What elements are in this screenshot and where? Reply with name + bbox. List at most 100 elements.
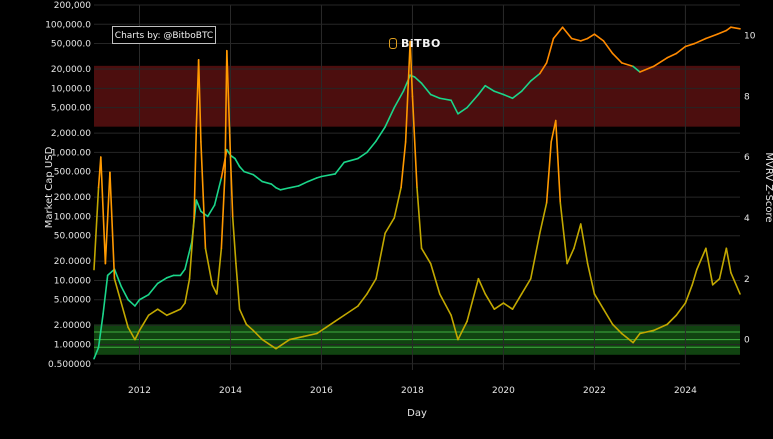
market-cap-line-segment [666, 52, 678, 59]
market-cap-line-segment [561, 26, 573, 40]
zscore-line-segment [120, 302, 129, 329]
market-cap-line-segment [195, 199, 202, 213]
zscore-line-segment [113, 277, 123, 304]
market-cap-line-segment [438, 97, 452, 102]
zscore-line-segment [675, 302, 687, 317]
zscore-line-segment [554, 119, 562, 204]
market-cap-line-segment [334, 161, 346, 175]
y-left-tick-label: 20.0000 [54, 257, 91, 267]
market-cap-line-segment [502, 93, 514, 100]
zscore-line-segment [100, 156, 107, 265]
zscore-line-segment [179, 302, 186, 310]
x-tick-label: 2024 [674, 386, 697, 396]
zscore-line-segment [438, 293, 452, 317]
zscore-line-segment [632, 332, 641, 344]
y-left-tick-label: 100.000 [54, 212, 91, 222]
zscore-line-segment [302, 332, 318, 338]
zscore-line-segment [602, 308, 614, 326]
y-left-tick-label: 2.00000 [54, 321, 91, 331]
zscore-line-segment [188, 217, 195, 280]
zscore-line-segment [539, 201, 548, 234]
market-cap-line-segment [570, 37, 582, 42]
zscore-line-segment [400, 141, 407, 189]
market-cap-line-segment [234, 157, 241, 168]
market-cap-line-segment [165, 274, 175, 279]
market-cap-line-segment [684, 42, 696, 48]
zscore-line-segment [420, 247, 432, 265]
zscore-line-segment [450, 314, 459, 341]
zscore-line-segment [138, 314, 150, 332]
zscore-line-segment [325, 320, 336, 329]
market-cap-line-segment [611, 52, 623, 64]
y-left-tick-label: 0.500000 [48, 360, 91, 370]
zscore-line-segment [229, 156, 234, 219]
zscore-line-segment [270, 344, 277, 350]
market-cap-line-segment [529, 72, 541, 82]
market-cap-line-segment [147, 282, 159, 296]
zscore-line-segment [375, 232, 386, 280]
zscore-line-segment [204, 247, 214, 286]
market-cap-line-segment [134, 298, 141, 307]
zscore-line-segment [404, 40, 411, 143]
y-right-tick-label: 2 [744, 275, 750, 285]
zscore-line-segment [559, 201, 568, 265]
market-cap-line-segment [238, 165, 245, 173]
zscore-line-segment [216, 247, 223, 295]
zscore-line-segment [409, 40, 414, 98]
market-cap-line-segment [275, 186, 282, 191]
market-cap-line-segment [102, 274, 109, 315]
x-tick-label: 2014 [219, 386, 242, 396]
zscore-line-segment [211, 284, 218, 295]
market-cap-line-segment [138, 293, 150, 301]
market-cap-line-segment [206, 204, 216, 218]
y-right-tick-label: 4 [744, 214, 750, 224]
market-cap-line-segment [120, 285, 129, 301]
zscore-line-segment [545, 141, 553, 204]
y-left-tick-label: 50,000.0 [51, 40, 91, 50]
y-left-tick-label: 1,000.00 [51, 148, 91, 158]
y-right-tick-label: 10 [744, 31, 756, 41]
zscore-line-segment [520, 277, 532, 295]
zscore-line-segment [691, 268, 698, 286]
market-cap-line-segment [252, 173, 264, 183]
market-cap-line-segment [593, 33, 605, 42]
zscore-line-segment [343, 305, 359, 317]
market-cap-line-segment [261, 180, 273, 185]
x-tick-label: 2012 [128, 386, 151, 396]
zscore-line-segment [245, 323, 255, 332]
market-cap-line-segment [307, 177, 318, 183]
zscore-line-segment [511, 293, 523, 310]
zscore-line-segment [366, 277, 377, 295]
zscore-line-segment [226, 49, 232, 158]
x-tick-label: 2016 [310, 386, 333, 396]
bitbo-logo-icon [389, 38, 397, 49]
zscore-line-segment [184, 277, 191, 304]
zscore-line-segment [134, 329, 141, 341]
zscore-line-segment [730, 271, 741, 295]
market-cap-line-segment [288, 185, 300, 189]
zscore-line-segment [620, 332, 634, 344]
y-left-tick-label: 5,000.00 [51, 104, 91, 114]
zscore-line-segment [127, 326, 136, 341]
y-right-tick-label: 8 [744, 92, 750, 102]
zscore-line-segment [466, 277, 480, 323]
zscore-line-segment [639, 329, 655, 335]
zscore-line-segment [200, 141, 207, 250]
x-tick-label: 2022 [583, 386, 606, 396]
zscore-line-segment [384, 217, 396, 234]
market-cap-line-segment [457, 106, 468, 115]
market-cap-line-segment [297, 180, 309, 187]
zscore-line-segment [316, 326, 327, 335]
y-left-tick-label: 10.0000 [54, 276, 91, 286]
zscore-line-segment [165, 311, 175, 317]
market-cap-line-segment [450, 99, 459, 115]
zscore-line-segment [109, 171, 116, 280]
x-axis-title: Day [407, 408, 427, 419]
chart-credit-box: Charts by: @BitboBTC [112, 26, 216, 44]
market-cap-line-segment [539, 62, 548, 75]
zscore-line-segment [416, 186, 423, 250]
market-cap-line-segment [113, 268, 123, 288]
market-cap-line-segment [343, 157, 359, 164]
